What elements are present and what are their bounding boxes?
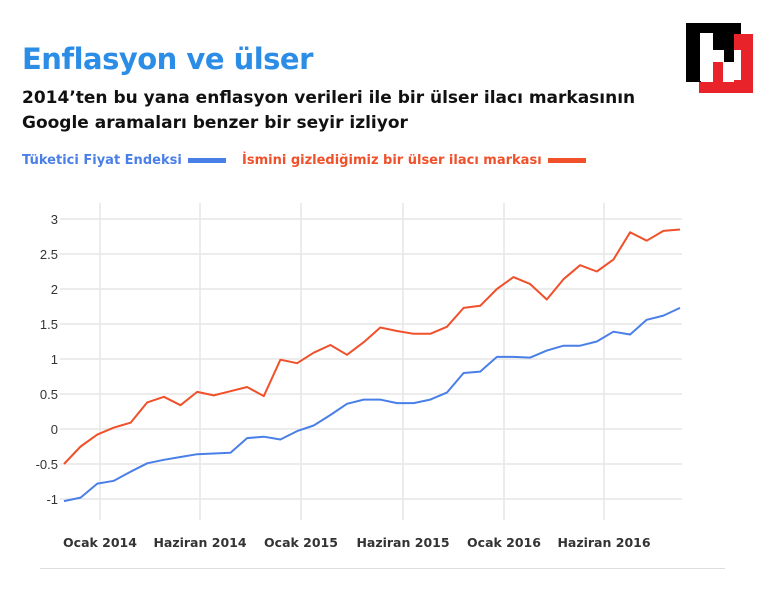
y-tick-label: 0.5 bbox=[40, 387, 58, 402]
legend-label: Tüketici Fiyat Endeksi bbox=[22, 153, 182, 168]
y-tick-label: 2 bbox=[51, 282, 58, 297]
page-subtitle: 2014’ten bu yana enflasyon verileri ile … bbox=[22, 88, 636, 133]
series-line-1 bbox=[63, 306, 681, 503]
y-tick-label: 2.5 bbox=[40, 247, 58, 262]
x-tick-label: Haziran 2015 bbox=[356, 535, 449, 550]
x-tick-label: Ocak 2014 bbox=[63, 535, 137, 550]
x-tick-label: Haziran 2016 bbox=[557, 535, 650, 550]
y-tick-label: -0.5 bbox=[36, 457, 58, 472]
y-tick-label: -1 bbox=[46, 492, 58, 507]
h-logo-icon bbox=[686, 23, 753, 93]
legend-label: İsmini gizlediğimiz bir ülser ilacı mark… bbox=[242, 153, 542, 168]
series-line-2 bbox=[63, 228, 681, 465]
divider bbox=[40, 568, 725, 569]
legend-swatch bbox=[547, 158, 586, 163]
y-tick-label: 3 bbox=[51, 212, 58, 227]
y-tick-label: 1 bbox=[51, 352, 58, 367]
page-title: Enflasyon ve ülser bbox=[22, 42, 313, 76]
legend-item-cpi: Tüketici Fiyat Endeksi bbox=[22, 153, 226, 168]
x-tick-label: Ocak 2015 bbox=[264, 535, 338, 550]
x-tick-label: Haziran 2014 bbox=[153, 535, 246, 550]
x-tick-label: Ocak 2016 bbox=[467, 535, 541, 550]
legend-swatch bbox=[187, 158, 226, 163]
legend-item-drug: İsmini gizlediğimiz bir ülser ilacı mark… bbox=[242, 153, 586, 168]
y-tick-label: 1.5 bbox=[40, 317, 58, 332]
y-tick-label: 0 bbox=[51, 422, 58, 437]
